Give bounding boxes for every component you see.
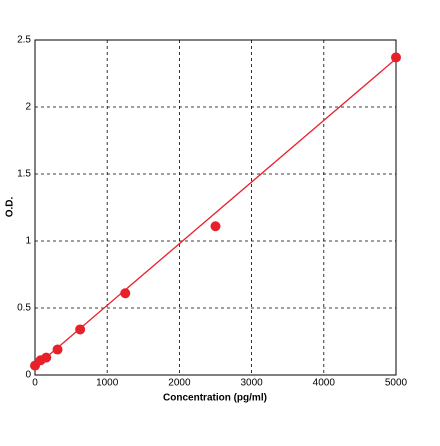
y-tick-label: 0 [25, 370, 31, 381]
x-tick-label: 2000 [168, 378, 191, 389]
data-point [120, 288, 131, 299]
y-tick-label: 0.5 [17, 303, 31, 314]
data-point [210, 221, 221, 232]
x-tick-label: 3000 [240, 378, 263, 389]
fit-line [34, 58, 397, 368]
y-axis-title: O.D. [5, 197, 16, 218]
x-axis-title: Concentration (pg/ml) [163, 393, 267, 404]
y-tick-label: 1 [25, 236, 31, 247]
data-point [41, 352, 52, 363]
y-tick-label: 2.5 [17, 35, 31, 46]
x-tick-label: 1000 [96, 378, 119, 389]
data-point [75, 324, 86, 335]
y-tick-label: 2 [25, 102, 31, 113]
x-tick-label: 4000 [313, 378, 336, 389]
plot-frame [34, 39, 397, 376]
x-tick-label: 0 [32, 378, 38, 389]
data-point [52, 344, 63, 355]
x-tick-label: 5000 [385, 378, 408, 389]
y-tick-label: 1.5 [17, 169, 31, 180]
data-point [391, 52, 401, 63]
